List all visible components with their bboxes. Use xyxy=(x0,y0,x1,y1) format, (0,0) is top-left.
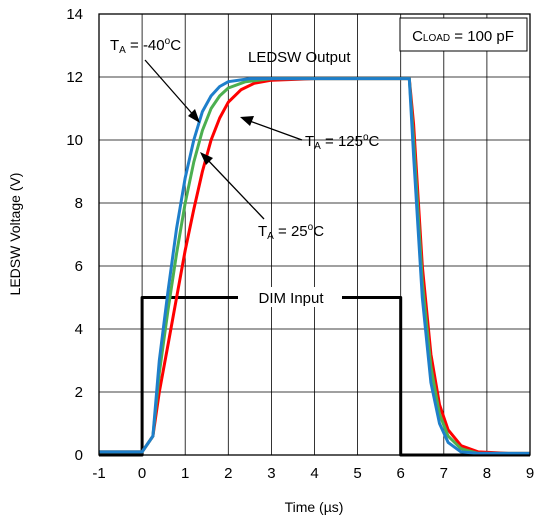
load-box: CLOAD = 100 pF xyxy=(400,18,527,51)
ta-125-arrowhead xyxy=(240,116,254,126)
y-tick-label: 8 xyxy=(75,195,83,212)
x-tick-label: -1 xyxy=(92,465,105,482)
ta-minus40-label: TA = -40oC xyxy=(110,36,181,56)
ta-125-label: TA = 125oC xyxy=(305,132,380,152)
ta-25-label: TA = 25oC xyxy=(258,222,324,242)
y-tick-label: 4 xyxy=(75,321,83,338)
y-tick-label: 2 xyxy=(75,384,83,401)
ta-minus40-annotation: TA = -40oC xyxy=(110,36,200,123)
ta-25-annotation: TA = 25oC xyxy=(200,152,324,242)
x-tick-labels: -1 0 1 2 3 4 5 6 7 8 9 xyxy=(92,465,534,482)
x-tick-label: 5 xyxy=(353,465,361,482)
x-tick-label: 7 xyxy=(440,465,448,482)
y-axis-title: LEDSW Voltage (V) xyxy=(7,173,23,296)
x-tick-label: 4 xyxy=(310,465,318,482)
x-tick-label: 0 xyxy=(138,465,146,482)
y-tick-label: 10 xyxy=(66,132,83,149)
ta-125-arrow xyxy=(247,120,302,140)
ta-125-annotation: TA = 125oC xyxy=(240,116,380,152)
x-tick-label: 8 xyxy=(483,465,491,482)
dim-input-annotation: DIM Input xyxy=(238,287,342,307)
dim-input-label: DIM Input xyxy=(258,290,324,307)
x-axis-title: Time (µs) xyxy=(285,499,344,515)
y-tick-label: 6 xyxy=(75,258,83,275)
y-tick-label: 14 xyxy=(66,6,83,23)
y-tick-labels: 0 2 4 6 8 10 12 14 xyxy=(66,6,83,464)
x-tick-label: 2 xyxy=(224,465,232,482)
y-tick-label: 12 xyxy=(66,69,83,86)
y-tick-label: 0 xyxy=(75,447,83,464)
x-tick-label: 9 xyxy=(526,465,534,482)
ta-minus40-arrow xyxy=(145,60,196,118)
x-tick-label: 1 xyxy=(181,465,189,482)
ta-25-arrow xyxy=(205,157,264,219)
x-tick-label: 3 xyxy=(267,465,275,482)
x-tick-label: 6 xyxy=(397,465,405,482)
ledsw-output-label: LEDSW Output xyxy=(248,49,351,66)
